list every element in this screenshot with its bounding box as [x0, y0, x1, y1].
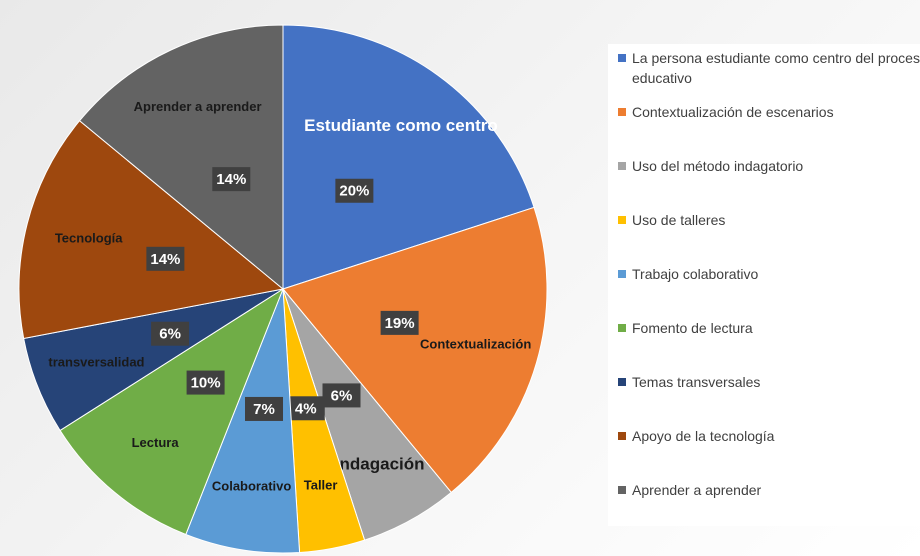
value-label: 4%: [295, 400, 317, 417]
legend-item: Contextualización de escenarios: [618, 102, 920, 122]
legend-label: Apoyo de la tecnología: [632, 428, 775, 444]
value-label: 6%: [159, 326, 181, 343]
slice-label: Aprender a aprender: [134, 99, 262, 114]
pie-slice: [78, 24, 284, 291]
slice-label: Taller: [304, 478, 338, 493]
legend-swatch: [618, 486, 626, 494]
legend-item: Fomento de lectura: [618, 318, 920, 338]
legend-item: La persona estudiante como centro del pr…: [618, 48, 920, 88]
value-label-box: [186, 370, 225, 395]
value-label: 14%: [150, 251, 180, 268]
pie-slice: [282, 206, 548, 494]
legend-item: Aprender a aprender: [618, 480, 920, 500]
legend-label: Aprender a aprender: [632, 482, 762, 498]
legend-swatch: [618, 270, 626, 278]
slice-label: Tecnología: [55, 231, 123, 246]
pie-slice: [59, 287, 285, 536]
slice-label: transversalidad: [48, 354, 144, 369]
slice-label: indagación: [335, 454, 425, 473]
value-label-box: [212, 167, 251, 192]
slice-label: Estudiante como centro: [304, 116, 498, 135]
slice-label: Colaborativo: [212, 479, 292, 494]
legend-label: Fomento de lectura: [632, 320, 753, 336]
legend-item: Temas transversales: [618, 372, 920, 392]
value-label-box: [151, 321, 190, 346]
value-label: 10%: [191, 375, 221, 392]
value-label-box: [380, 310, 419, 335]
legend-swatch: [618, 432, 626, 440]
legend-swatch: [618, 108, 626, 116]
legend-label: Temas transversales: [632, 374, 761, 390]
legend-swatch: [618, 324, 626, 332]
slice-label: Lectura: [132, 435, 180, 450]
pie-slice: [185, 288, 301, 554]
value-label: 6%: [331, 387, 353, 404]
legend-item: Uso del método indagatorio: [618, 156, 920, 176]
slice-label: Contextualización: [420, 336, 531, 351]
pie-slice: [18, 120, 285, 340]
value-label-box: [286, 396, 325, 421]
value-label-box: [335, 178, 374, 203]
legend-swatch: [618, 54, 626, 62]
legend-label: Trabajo colaborativo: [632, 266, 759, 282]
legend-label: Contextualización de escenarios: [632, 104, 834, 120]
value-label: 7%: [253, 401, 275, 418]
legend-label: Uso del método indagatorio: [632, 158, 804, 174]
pie-chart: 20% Estudiante como centro 19% Contextualiz…: [18, 24, 548, 554]
legend-label: La persona estudiante como centro del pr…: [632, 50, 920, 86]
legend-swatch: [618, 162, 626, 170]
value-label-box: [146, 246, 185, 271]
value-label-box: [322, 383, 361, 408]
pie-slice: [282, 24, 535, 290]
legend-swatch: [618, 378, 626, 386]
legend-item: Trabajo colaborativo: [618, 264, 920, 284]
legend-label: Uso de talleres: [632, 212, 726, 228]
value-label-box: [245, 396, 284, 421]
legend-item: Apoyo de la tecnología: [618, 426, 920, 446]
value-label: 19%: [385, 315, 415, 332]
legend: La persona estudiante como centro del pr…: [608, 44, 920, 526]
legend-item: Uso de talleres: [618, 210, 920, 230]
value-label: 14%: [216, 171, 246, 188]
legend-swatch: [618, 216, 626, 224]
value-label: 20%: [339, 183, 369, 200]
